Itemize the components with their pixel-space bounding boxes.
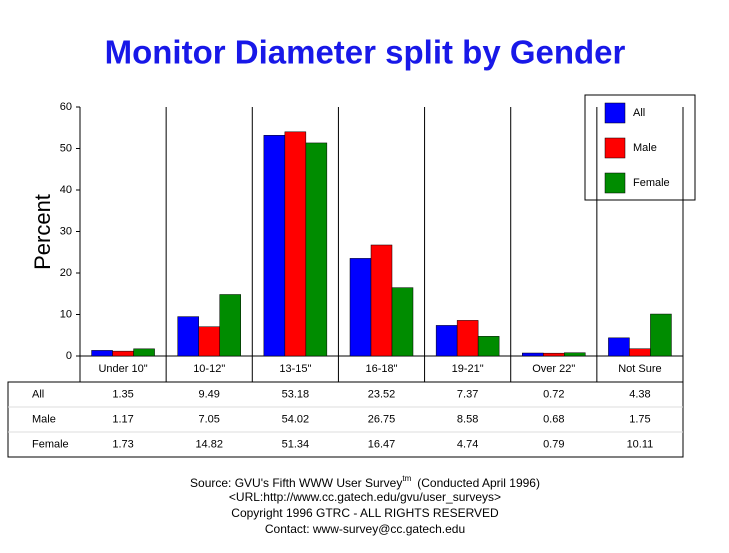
- legend-label: Female: [633, 177, 670, 189]
- table-cell: 16.47: [368, 438, 396, 450]
- table-cell: 7.05: [199, 413, 220, 425]
- table-cell: 8.58: [457, 413, 478, 425]
- table-cell: 26.75: [368, 413, 396, 425]
- table-cell: 54.02: [282, 413, 310, 425]
- y-tick-label: 30: [60, 225, 72, 237]
- bar: [477, 336, 500, 357]
- table-cell: 1.17: [112, 413, 133, 425]
- x-tick-label: Under 10": [98, 363, 147, 375]
- y-tick-label: 0: [66, 350, 72, 362]
- bar: [349, 258, 372, 357]
- legend-box: [584, 94, 696, 201]
- table-cell: 23.52: [368, 388, 396, 400]
- bar: [219, 294, 241, 357]
- table-cell: 1.35: [112, 388, 133, 400]
- y-tick-label: 40: [60, 184, 72, 196]
- source-url: <URL:http://www.cc.gatech.edu/gvu/user_s…: [229, 490, 501, 504]
- table-cell: 4.74: [457, 438, 478, 450]
- legend-swatch: [604, 137, 626, 159]
- legend-label: All: [633, 107, 645, 119]
- table-row-label: Male: [32, 413, 56, 425]
- bar: [91, 350, 113, 357]
- bar: [263, 135, 286, 357]
- contact: Contact: www-survey@cc.gatech.edu: [265, 522, 465, 536]
- bar: [456, 320, 479, 357]
- bar: [391, 287, 414, 357]
- y-tick-label: 50: [60, 142, 72, 154]
- table-cell: 10.11: [627, 438, 654, 450]
- bar: [370, 244, 393, 357]
- x-tick-label: Over 22": [532, 363, 575, 375]
- bar: [198, 326, 220, 357]
- table-border: [7, 381, 684, 458]
- y-tick-label: 20: [60, 267, 72, 279]
- table-cell: 7.37: [457, 388, 478, 400]
- table-cell: 14.82: [195, 438, 223, 450]
- y-tick-label: 60: [60, 101, 72, 113]
- x-tick-label: 16-18": [365, 363, 397, 375]
- table-cell: 0.72: [543, 388, 564, 400]
- bar: [650, 313, 672, 357]
- bar: [177, 316, 199, 357]
- bar: [112, 350, 134, 357]
- table-cell: 4.38: [629, 388, 650, 400]
- source-date: (Conducted April 1996): [417, 476, 540, 490]
- x-tick-label: 13-15": [279, 363, 311, 375]
- copyright: Copyright 1996 GTRC - ALL RIGHTS RESERVE…: [231, 506, 499, 520]
- bar: [133, 348, 155, 357]
- bar: [543, 352, 565, 357]
- source: Source: GVU's Fifth WWW User Survey: [190, 476, 402, 490]
- table-row-label: Female: [32, 438, 69, 450]
- source-line: Source: GVU's Fifth WWW User Surveytm (Co…: [190, 474, 540, 490]
- y-axis-label: Percent: [30, 194, 55, 270]
- bar: [284, 131, 307, 357]
- legend-swatch: [604, 172, 626, 194]
- x-tick-label: 19-21": [452, 363, 484, 375]
- bar: [305, 142, 328, 357]
- bar: [522, 352, 544, 357]
- table-cell: 0.79: [543, 438, 564, 450]
- bar: [435, 325, 458, 357]
- legend-label: Male: [633, 142, 657, 154]
- source-tm: tm: [402, 474, 411, 483]
- legend-swatch: [604, 102, 626, 124]
- table-cell: 1.75: [629, 413, 650, 425]
- bar: [564, 352, 586, 357]
- table-cell: 9.49: [199, 388, 220, 400]
- table-cell: 0.68: [543, 413, 564, 425]
- bar: [629, 348, 651, 357]
- table-cell: 1.73: [112, 438, 133, 450]
- x-tick-label: 10-12": [193, 363, 225, 375]
- table-row-label: All: [32, 388, 44, 400]
- bar: [608, 337, 630, 357]
- table-cell: 53.18: [282, 388, 310, 400]
- chart-title: Monitor Diameter split by Gender: [105, 34, 626, 71]
- table-cell: 51.34: [282, 438, 310, 450]
- x-tick-label: Not Sure: [618, 363, 661, 375]
- y-tick-label: 10: [60, 308, 72, 320]
